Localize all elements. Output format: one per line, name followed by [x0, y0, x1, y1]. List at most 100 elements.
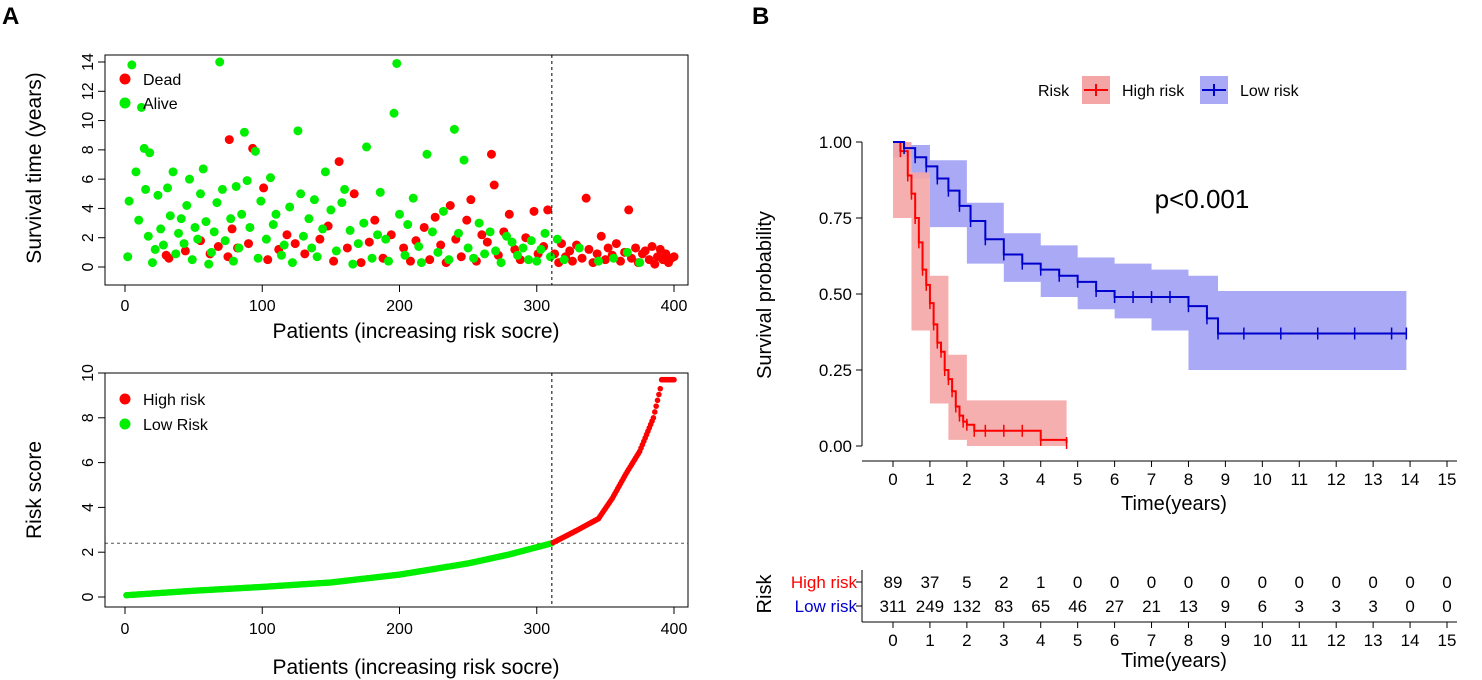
- alive-point: [268, 220, 278, 230]
- alive-point: [245, 222, 255, 232]
- legend-high-risk-marker: [119, 393, 131, 405]
- alive-point: [408, 193, 418, 203]
- alive-point: [574, 243, 584, 253]
- alive-point: [389, 108, 399, 118]
- scatter2-points: [123, 376, 677, 599]
- panel-label-b: B: [752, 3, 769, 30]
- alive-point: [526, 236, 536, 246]
- dead-point: [611, 239, 621, 249]
- km-confidence-bands: [893, 142, 1407, 446]
- risk-table-cell: 0: [1147, 573, 1156, 592]
- alive-point: [147, 258, 157, 268]
- alive-point: [123, 252, 133, 262]
- survival-scatter-plot: 0 100 200 300 400 0 2 4 6 8 10 12 14 Dead Alive Pati…: [23, 53, 689, 343]
- alive-point: [256, 196, 266, 206]
- risk-table-cell: 89: [884, 573, 903, 592]
- alive-point: [552, 234, 562, 244]
- risk-table-x-tick-label: 12: [1327, 631, 1346, 650]
- dead-point: [263, 255, 273, 265]
- alive-point: [513, 250, 523, 260]
- dead-point: [370, 215, 380, 225]
- alive-point: [449, 124, 459, 134]
- km-x-tick-label: 8: [1184, 470, 1193, 489]
- dead-point: [596, 231, 606, 241]
- risk-table-cell: 0: [1184, 573, 1193, 592]
- alive-point: [145, 148, 155, 158]
- risk-table-cell: 9: [1221, 597, 1230, 616]
- risk-table-cell: 0: [1331, 573, 1340, 592]
- alive-point: [359, 218, 369, 228]
- alive-point: [168, 167, 178, 177]
- alive-point: [217, 184, 227, 194]
- alive-point: [353, 239, 363, 249]
- km-x-tick-label: 2: [962, 470, 971, 489]
- dead-point: [504, 209, 514, 219]
- alive-point: [239, 127, 249, 137]
- risk-table-x-tick-label: 7: [1147, 631, 1156, 650]
- x-tick-label: 300: [523, 298, 550, 315]
- dead-point: [259, 183, 269, 193]
- alive-point: [185, 174, 195, 184]
- alive-point: [384, 256, 394, 266]
- alive-point: [220, 236, 230, 246]
- alive-point: [392, 58, 402, 68]
- alive-point: [540, 228, 550, 238]
- alive-point: [444, 255, 454, 265]
- y-tick-label: 8: [80, 145, 97, 154]
- legend-high-risk-label: High risk: [143, 392, 206, 409]
- alive-point: [545, 252, 555, 262]
- dead-point: [543, 205, 553, 215]
- y-tick-label: 10: [80, 112, 97, 130]
- dead-point: [603, 243, 613, 253]
- risk-table-x-tick-label: 9: [1221, 631, 1230, 650]
- risk-table-cell: 6: [1258, 597, 1267, 616]
- risk-table-x-tick-label: 3: [999, 631, 1008, 650]
- risk-table-cell: 0: [1405, 597, 1414, 616]
- alive-point: [304, 214, 314, 224]
- alive-point: [416, 258, 426, 268]
- alive-point: [622, 247, 632, 257]
- risk-table-x-tick-label: 5: [1073, 631, 1082, 650]
- alive-point: [373, 230, 383, 240]
- km-x-title: Time(years): [1121, 493, 1227, 515]
- legend-dead-marker: [119, 73, 131, 85]
- x-tick-label: 400: [661, 298, 688, 315]
- alive-point: [496, 258, 506, 268]
- dead-point: [405, 256, 415, 266]
- risk-table-x-tick-label: 2: [962, 631, 971, 650]
- alive-point: [532, 256, 542, 266]
- alive-point: [459, 155, 469, 165]
- dead-point: [592, 249, 602, 259]
- risk-table-low-label: Low risk: [795, 597, 858, 616]
- alive-point: [234, 243, 244, 253]
- x-tick-label: 400: [661, 621, 688, 638]
- km-curves: [893, 141, 1408, 449]
- risk-table-x-tick-label: 0: [888, 631, 897, 650]
- km-y-tick-label: 1.00: [819, 133, 852, 152]
- y-tick-label: 10: [80, 364, 97, 382]
- y-tick-label: 2: [80, 233, 97, 242]
- alive-point: [158, 240, 168, 250]
- high-risk-point: [653, 403, 659, 409]
- alive-point: [209, 227, 219, 237]
- dead-point: [399, 243, 409, 253]
- dead-point: [482, 237, 492, 247]
- risk-table-cell: 83: [994, 597, 1013, 616]
- alive-point: [320, 167, 330, 177]
- alive-point: [215, 57, 225, 67]
- alive-point: [253, 253, 263, 263]
- km-y-tick-label: 0.75: [819, 209, 852, 228]
- high-risk-point: [657, 385, 664, 392]
- alive-point: [201, 217, 211, 227]
- alive-point: [345, 225, 355, 235]
- y-tick-label: 4: [80, 204, 97, 213]
- x-tick-label: 200: [386, 298, 413, 315]
- y-tick-label: 8: [80, 413, 97, 422]
- dead-point: [650, 259, 660, 269]
- scatter2-y-title: Risk score: [23, 441, 46, 539]
- risk-table-cell: 13: [1179, 597, 1198, 616]
- dead-point: [180, 246, 190, 256]
- alive-point: [340, 184, 350, 194]
- risk-table-cell: 27: [1105, 597, 1124, 616]
